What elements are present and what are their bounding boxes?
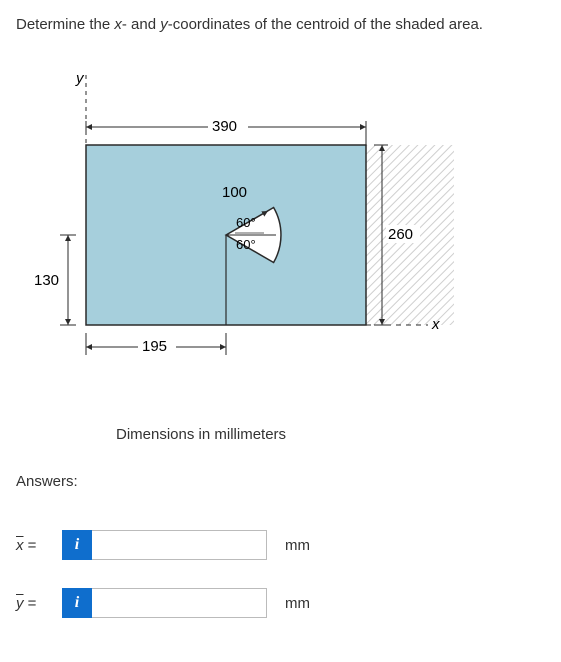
info-button-x[interactable]: i — [62, 530, 92, 560]
centroid-diagram: y 390 100 60° 60° 260 130 — [24, 63, 464, 403]
answers-header: Answers: — [16, 473, 545, 490]
answer-row-y: y = i mm — [16, 588, 545, 618]
unit-x: mm — [285, 537, 310, 554]
y-axis-label: y — [75, 70, 85, 87]
x-axis-label: x — [431, 316, 440, 333]
dim-left-lower: 130 — [34, 272, 59, 289]
var-label-x: x = — [16, 537, 62, 554]
dim-radius: 100 — [222, 184, 247, 201]
figure-caption: Dimensions in millimeters — [116, 426, 545, 443]
info-button-y[interactable]: i — [62, 588, 92, 618]
answer-row-x: x = i mm — [16, 530, 545, 560]
unit-y: mm — [285, 595, 310, 612]
dim-right: 260 — [388, 226, 413, 243]
angle-top: 60° — [236, 215, 256, 230]
answer-input-x[interactable] — [92, 530, 267, 560]
dim-top: 390 — [212, 118, 237, 135]
figure: y 390 100 60° 60° 260 130 — [24, 63, 545, 406]
question-text: Determine the x- and y-coordinates of th… — [16, 16, 545, 33]
answer-input-y[interactable] — [92, 588, 267, 618]
dim-bottom: 195 — [142, 338, 167, 355]
var-label-y: y = — [16, 595, 62, 612]
angle-bottom: 60° — [236, 237, 256, 252]
